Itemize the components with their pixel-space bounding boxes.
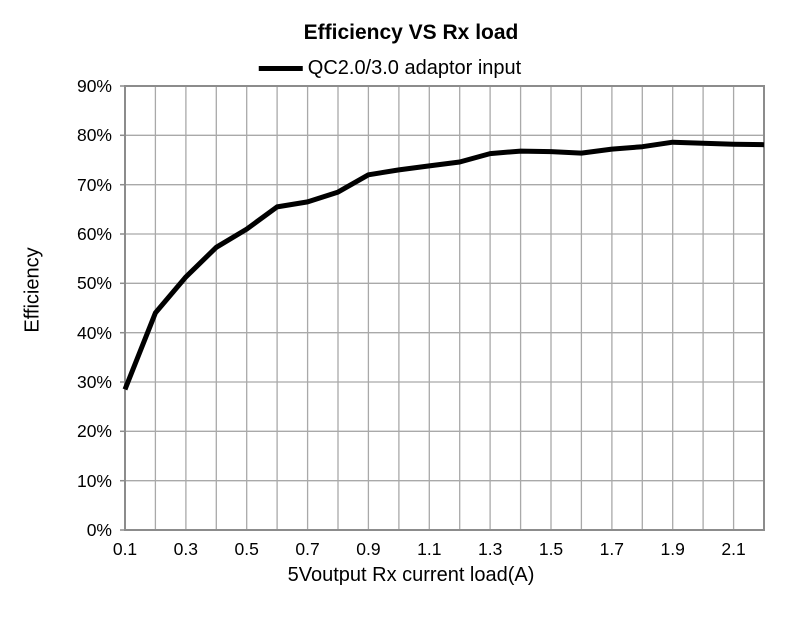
y-tick-label: 90%	[76, 76, 112, 96]
chart-title: Efficiency VS Rx load	[303, 21, 519, 44]
x-axis-title: 5Voutput Rx current load(A)	[287, 564, 535, 586]
y-tick-label: 60%	[76, 224, 112, 244]
x-tick-label: 2.1	[721, 539, 746, 559]
x-tick-label: 0.5	[234, 539, 259, 559]
x-tick-label: 0.1	[112, 539, 138, 559]
x-tick-label: 1.3	[477, 539, 503, 559]
x-tick-label: 1.9	[660, 539, 685, 559]
legend-series-label: QC2.0/3.0 adaptor input	[307, 57, 522, 79]
x-tick-label: 1.5	[538, 539, 564, 559]
legend: QC2.0/3.0 adaptor input	[258, 57, 522, 80]
x-tick-label: 0.3	[173, 539, 199, 559]
y-tick-label: 0%	[86, 520, 112, 540]
y-tick-label: 20%	[76, 421, 112, 442]
y-tick-label: 50%	[76, 273, 112, 294]
plot-area	[120, 85, 765, 531]
series-line	[122, 139, 765, 391]
x-tick-label: 1.1	[417, 539, 442, 559]
y-tick-label: 40%	[76, 322, 112, 343]
x-tick-label: 0.9	[356, 539, 381, 559]
x-tick-label: 1.7	[599, 539, 625, 559]
y-tick-label: 70%	[76, 174, 112, 195]
y-tick-label: 80%	[76, 125, 112, 146]
y-tick-label: 30%	[76, 372, 112, 392]
y-tick-label: 10%	[76, 470, 112, 491]
legend-line-marker	[258, 66, 303, 71]
x-tick-label: 0.7	[295, 539, 320, 559]
